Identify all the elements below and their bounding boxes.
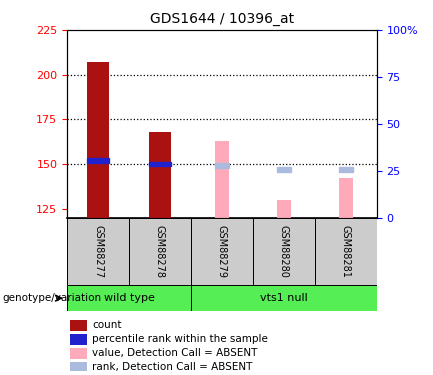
Bar	[277, 200, 291, 217]
Bar	[67, 285, 191, 311]
Bar	[315, 217, 377, 285]
Text: percentile rank within the sample: percentile rank within the sample	[92, 334, 268, 344]
Bar	[253, 217, 315, 285]
Text: wild type: wild type	[103, 293, 155, 303]
Text: rank, Detection Call = ABSENT: rank, Detection Call = ABSENT	[92, 362, 252, 372]
Text: value, Detection Call = ABSENT: value, Detection Call = ABSENT	[92, 348, 257, 358]
Bar	[87, 62, 109, 217]
Bar	[277, 167, 291, 171]
Bar	[129, 217, 191, 285]
Bar	[70, 334, 87, 345]
Title: GDS1644 / 10396_at: GDS1644 / 10396_at	[150, 12, 294, 26]
Bar	[339, 178, 353, 218]
Bar	[339, 167, 353, 171]
Bar	[87, 158, 109, 163]
Bar	[70, 362, 87, 373]
Text: GSM88281: GSM88281	[341, 225, 351, 278]
Bar	[215, 164, 229, 168]
Bar	[191, 217, 253, 285]
Text: genotype/variation: genotype/variation	[2, 293, 101, 303]
Bar	[70, 320, 87, 331]
Text: GSM88280: GSM88280	[279, 225, 289, 278]
Bar	[67, 217, 129, 285]
Text: GSM88279: GSM88279	[217, 225, 227, 278]
Bar	[149, 162, 171, 166]
Bar	[215, 141, 229, 218]
Text: GSM88278: GSM88278	[155, 225, 165, 278]
Bar	[70, 348, 87, 359]
Text: count: count	[92, 320, 121, 330]
Bar	[149, 132, 171, 218]
Text: GSM88277: GSM88277	[93, 225, 103, 278]
Bar	[191, 285, 377, 311]
Text: vts1 null: vts1 null	[260, 293, 308, 303]
